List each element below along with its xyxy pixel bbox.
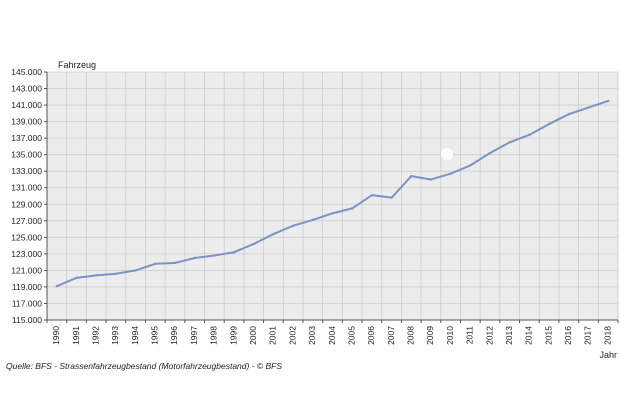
x-tick-label: 2002 [287, 326, 297, 345]
data-point [272, 232, 275, 236]
data-point [567, 112, 570, 116]
y-tick-label: 139.000 [11, 117, 42, 127]
x-tick-label: 1994 [130, 326, 140, 345]
data-point [350, 207, 354, 210]
x-tick-label: 2010 [445, 326, 455, 345]
data-point [134, 269, 137, 272]
x-tick-label: 2005 [346, 326, 356, 345]
y-tick-label: 137.000 [11, 133, 42, 143]
grid-lines [46, 71, 619, 321]
data-point [213, 254, 216, 257]
x-tick-label: 2018 [602, 326, 612, 345]
y-tick-label: 141.000 [11, 100, 42, 110]
x-tick-label: 2014 [524, 326, 534, 345]
data-point [370, 193, 374, 197]
y-tick-label: 131.000 [11, 183, 42, 193]
x-tick-label: 1991 [71, 326, 81, 345]
y-tick-label: 143.000 [11, 84, 42, 94]
data-point [232, 251, 236, 254]
y-tick-label: 115.000 [12, 315, 42, 325]
data-point [291, 224, 295, 227]
y-tick-label: 133.000 [11, 166, 42, 176]
axes [44, 71, 619, 323]
data-point [252, 242, 255, 246]
x-tick-label: 1998 [209, 326, 219, 345]
y-axis-title: Fahrzeug [58, 60, 96, 70]
x-axis-title: Jahr [599, 350, 617, 360]
data-point [528, 133, 531, 137]
data-point [95, 274, 98, 277]
data-point [331, 212, 334, 215]
data-point [606, 99, 610, 103]
x-tick-label: 1993 [110, 326, 120, 345]
x-tick-label: 1996 [169, 326, 179, 345]
data-point [154, 262, 157, 265]
x-tick-label: 2006 [366, 326, 376, 345]
x-tick-label: 1997 [189, 326, 199, 345]
x-tick-label: 2001 [268, 326, 278, 345]
data-point [547, 122, 551, 126]
y-tick-label: 135.000 [11, 150, 42, 160]
y-tick-labels: 115.000 117.000 119.000 121.000 123.000 125.0… [11, 67, 42, 325]
x-tick-label: 2016 [563, 326, 573, 345]
data-point [410, 174, 413, 178]
x-tick-label: 2009 [425, 326, 435, 345]
series-layer [55, 99, 610, 288]
data-point [429, 178, 433, 181]
x-tick-label: 1992 [90, 326, 100, 345]
y-tick-label: 121.000 [11, 265, 42, 275]
y-tick-label: 117.000 [12, 298, 42, 308]
x-tick-label: 1999 [228, 326, 238, 345]
data-point [390, 196, 393, 199]
x-tick-label: 2013 [504, 326, 514, 345]
y-tick-label: 123.000 [11, 249, 42, 259]
data-point [114, 272, 118, 275]
x-tick-label: 2003 [307, 326, 317, 345]
y-tick-label: 145.000 [11, 67, 42, 77]
y-tick-label: 129.000 [11, 199, 42, 209]
data-point [449, 172, 452, 175]
x-tick-label: 2000 [248, 326, 258, 345]
x-tick-label: 1995 [150, 326, 160, 345]
highlight-dot [441, 148, 453, 160]
data-point [173, 261, 177, 265]
y-tick-label: 127.000 [11, 216, 42, 226]
x-tick-label: 2008 [406, 326, 416, 345]
data-point [75, 276, 78, 280]
x-tick-label: 2007 [386, 326, 396, 345]
data-point [587, 106, 590, 109]
x-tick-label: 2011 [465, 326, 475, 345]
x-tick-labels: 1990 1991 1992 1993 1994 1995 1996 1997 1998 1999… [51, 326, 612, 345]
x-tick-label: 2015 [543, 326, 553, 345]
data-point [193, 256, 196, 260]
data-point [488, 151, 492, 155]
x-tick-label: 2004 [327, 326, 337, 345]
data-point [469, 164, 472, 167]
data-point [508, 141, 511, 144]
plot-area [47, 72, 618, 320]
x-tick-label: 1990 [51, 326, 61, 345]
data-point [311, 218, 315, 222]
data-point [55, 284, 59, 288]
source-note: Quelle: BFS - Strassenfahrzeugbestand (M… [6, 361, 282, 371]
y-tick-label: 125.000 [11, 232, 42, 242]
x-tick-label: 2017 [583, 326, 593, 345]
y-tick-label: 119.000 [12, 282, 42, 292]
x-tick-label: 2012 [484, 326, 494, 345]
